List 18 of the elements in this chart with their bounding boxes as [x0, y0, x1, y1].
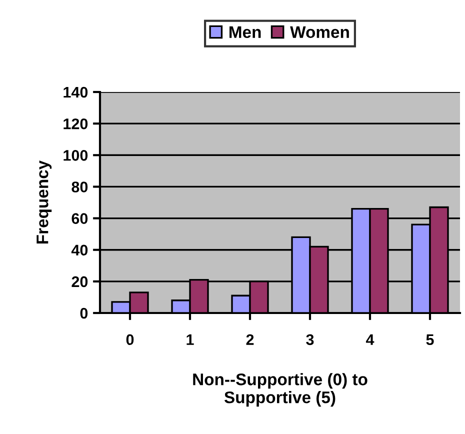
x-tick-label: 3	[306, 334, 314, 346]
x-tick-label: 1	[186, 334, 194, 345]
y-tick-label: 0	[80, 308, 88, 319]
x-tick-label: 2	[246, 334, 254, 345]
x-axis-title: Non--Supportive (0) to Supportive (5)	[193, 373, 368, 407]
y-tick-label: 100	[64, 150, 88, 161]
x-tick-label: 0	[126, 334, 134, 346]
legend-label: Men	[230, 26, 261, 38]
y-tick-label: 40	[71, 244, 88, 256]
x-tick-label: 5	[426, 334, 434, 346]
y-tick-label: 120	[64, 118, 88, 130]
legend-label: Women	[290, 26, 349, 38]
y-tick-label: 140	[64, 86, 88, 98]
y-axis-title: Frequency	[36, 160, 52, 244]
y-tick-label: 60	[72, 213, 88, 224]
y-tick-label: 80	[72, 182, 88, 192]
y-tick-label: 20	[72, 276, 88, 288]
x-tick-label: 4	[366, 334, 374, 345]
